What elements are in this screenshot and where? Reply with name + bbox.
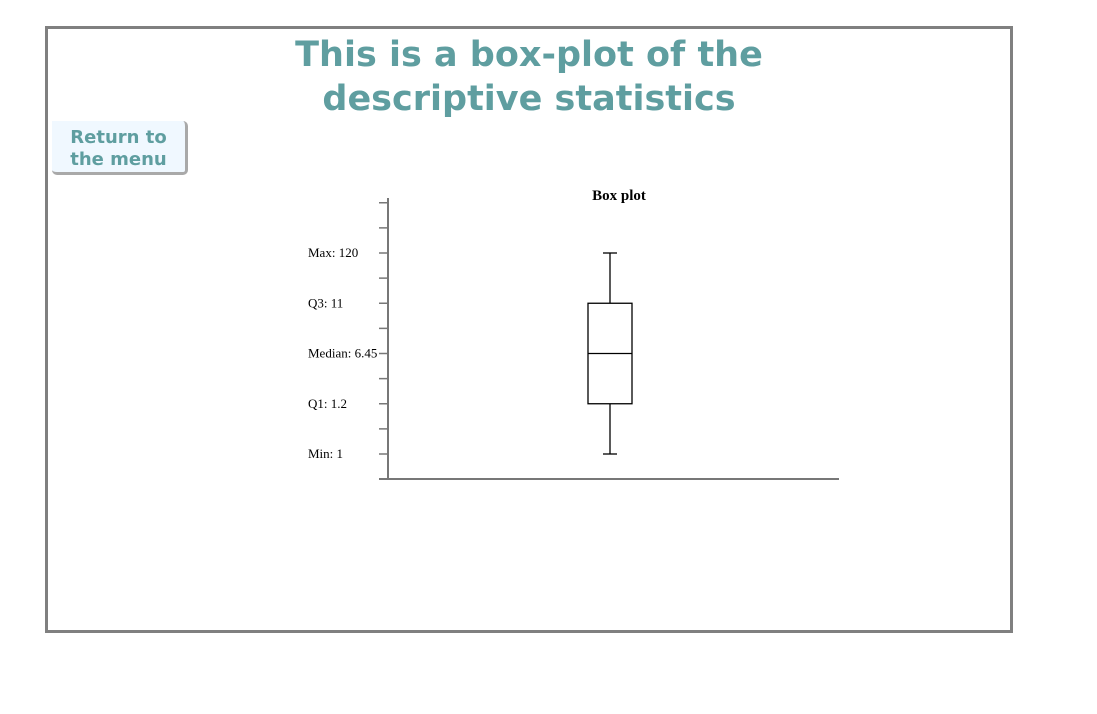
- tick-label-median: Median: 6.45: [308, 346, 377, 361]
- y-axis-ticks: [379, 202, 388, 455]
- tick-label-q1: Q1: 1.2: [308, 396, 347, 411]
- return-to-menu-button[interactable]: Return to the menu: [52, 121, 188, 175]
- return-to-menu-label-line-1: Return to: [70, 126, 167, 148]
- page-title: This is a box-plot of the descriptive st…: [48, 33, 1010, 121]
- page-title-line-2: descriptive statistics: [322, 79, 736, 119]
- return-to-menu-label-line-2: the menu: [70, 148, 167, 170]
- content-frame: This is a box-plot of the descriptive st…: [45, 26, 1013, 633]
- tick-label-max: Max: 120: [308, 245, 358, 260]
- chart-title: Box plot: [592, 188, 646, 204]
- y-axis-tick-labels: Min: 1 Q1: 1.2 Median: 6.45 Q3: 11 Max: 120: [308, 245, 377, 461]
- box-plot-chart: Box plot Min: 1 Q1: 1.2 Median: 6.45 Q3: 11…: [308, 188, 839, 480]
- page-title-line-1: This is a box-plot of the: [295, 35, 763, 75]
- tick-label-min: Min: 1: [308, 446, 343, 461]
- box-plot-marks: [587, 252, 633, 455]
- tick-label-q3: Q3: 11: [308, 295, 343, 310]
